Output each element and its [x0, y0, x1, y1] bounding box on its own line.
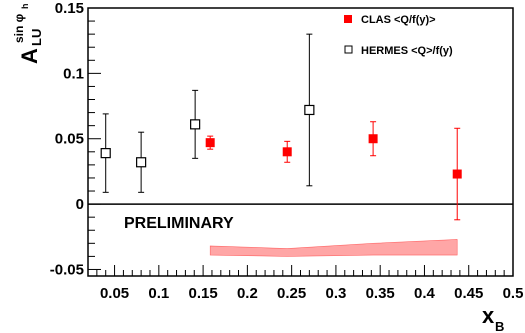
y-axis-title-main: A [17, 48, 42, 64]
legend-label-clas: CLAS <Q/f(y)> [361, 14, 436, 26]
clas-point [205, 138, 215, 148]
x-tick-label: 0.2 [237, 285, 258, 302]
y-axis-title-sup: sin φ [12, 13, 26, 43]
hermes-point [304, 104, 315, 116]
x-tick-label: 0.45 [454, 285, 483, 302]
legend-label-hermes: HERMES <Q>/f(y) [361, 45, 453, 57]
y-tick-label: -0.05 [50, 261, 84, 278]
x-tick-label: 0.35 [366, 285, 395, 302]
clas-point [282, 147, 292, 157]
clas-point [452, 169, 462, 179]
y-axis-title: A LU sin φ h [12, 4, 44, 65]
legend-marker-clas [344, 15, 352, 23]
y-tick-label: 0.05 [55, 131, 84, 148]
y-tick-label: 0 [76, 196, 84, 213]
y-axis-title-sub: LU [29, 29, 44, 46]
hermes-point [136, 157, 147, 168]
preliminary-label: PRELIMINARY [124, 215, 234, 232]
legend: CLAS <Q/f(y)> HERMES <Q>/f(y) [344, 14, 453, 57]
x-tick-label: 0.5 [503, 285, 524, 302]
systematic-band-layer [209, 239, 458, 257]
systematic-band [209, 239, 458, 257]
legend-marker-hermes [344, 45, 353, 54]
x-axis-title-main: x [482, 303, 495, 328]
y-tick-label: 0.1 [63, 65, 84, 82]
x-tick-label: 0.3 [325, 285, 346, 302]
series-layer [100, 33, 462, 221]
x-tick-label: 0.4 [414, 285, 436, 302]
hermes-point [190, 119, 201, 130]
axes: -0.05 0 0.05 0.1 0.15 0.05 0.1 0.15 0.2 0.25 0.3 0.… [50, 0, 524, 302]
x-tick-label: 0.05 [100, 285, 129, 302]
x-axis-title: x B [482, 303, 504, 333]
x-tick-label: 0.1 [148, 285, 169, 302]
hermes-point [100, 148, 111, 159]
clas-point [368, 134, 378, 144]
y-tick-label: 0.15 [55, 0, 84, 17]
x-axis-title-sub: B [495, 319, 504, 333]
x-tick-label: 0.15 [189, 285, 218, 302]
x-tick-label: 0.25 [277, 285, 306, 302]
y-axis-title-supsub: h [20, 4, 30, 10]
